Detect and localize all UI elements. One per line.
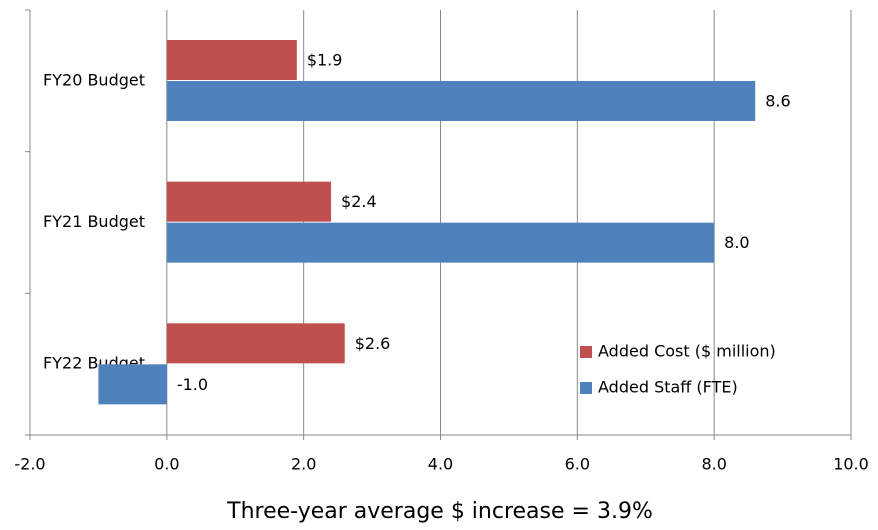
data-label: $2.6	[355, 334, 391, 353]
data-label: 8.0	[724, 233, 749, 252]
x-tick-label: 0.0	[154, 455, 179, 474]
x-tick-label: 2.0	[291, 455, 316, 474]
bar	[166, 181, 332, 222]
x-tick-label: 8.0	[701, 455, 726, 474]
x-tick-label: 6.0	[565, 455, 590, 474]
bar	[166, 81, 756, 121]
data-label: $1.9	[307, 51, 343, 70]
x-axis-label: Three-year average $ increase = 3.9%	[226, 499, 653, 524]
bar	[166, 222, 715, 263]
data-label: 8.6	[765, 92, 790, 111]
x-tick-label: -2.0	[14, 455, 45, 474]
bar	[166, 323, 345, 364]
data-label: $2.4	[341, 192, 377, 211]
y-tick-label: FY21 Budget	[43, 212, 145, 231]
legend-swatch	[580, 346, 592, 358]
data-label: -1.0	[177, 375, 208, 394]
x-tick-label: 4.0	[428, 455, 453, 474]
legend-label: Added Cost ($ million)	[598, 342, 776, 361]
bar	[98, 364, 167, 405]
legend-swatch	[580, 382, 592, 394]
legend-label: Added Staff (FTE)	[598, 378, 738, 397]
y-tick-label: FY20 Budget	[43, 70, 145, 89]
bar	[166, 40, 297, 80]
x-tick-label: 10.0	[833, 455, 869, 474]
